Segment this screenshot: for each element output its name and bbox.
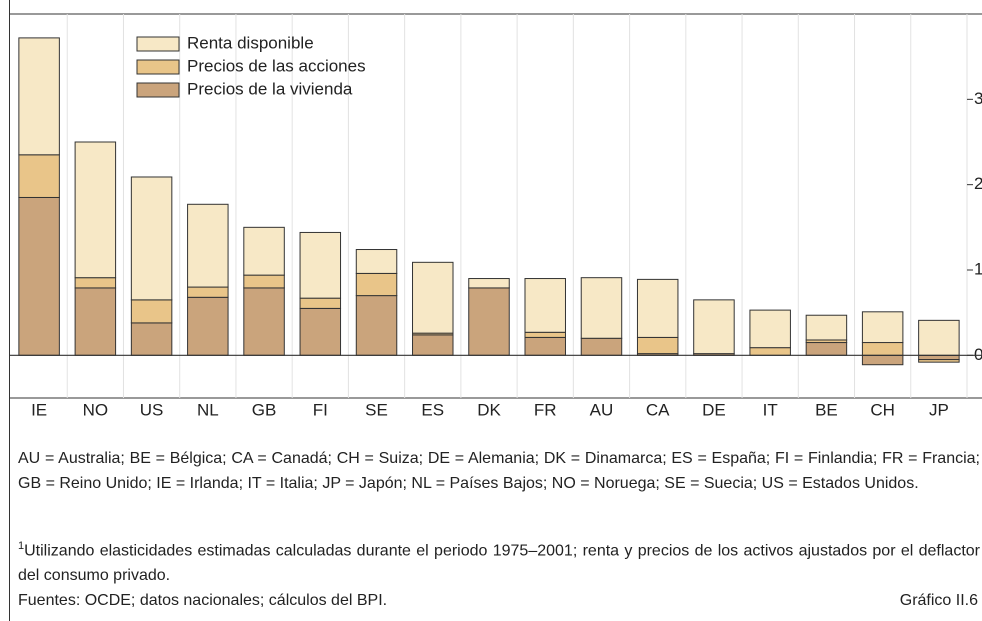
- bar-segment: [74, 277, 117, 289]
- legend-label: Precios de la vivienda: [187, 79, 353, 98]
- sources: Fuentes: OCDE; datos nacionales; cálculo…: [18, 592, 388, 609]
- bar-segment: [749, 347, 791, 356]
- x-tick-label: DK: [477, 400, 501, 419]
- bar-segment: [187, 203, 229, 288]
- bar-segment: [918, 319, 960, 356]
- bar-segment: [524, 278, 566, 333]
- bar-segment: [636, 336, 679, 355]
- bar-segment: [187, 296, 229, 356]
- legend-swatch: [136, 59, 180, 75]
- bar-segment: [918, 359, 960, 363]
- y-tick-label: 30: [974, 89, 982, 108]
- bar-segment: [749, 309, 791, 349]
- x-tick-label: IE: [31, 400, 47, 419]
- bar-segment: [693, 299, 735, 355]
- bar-segment: [412, 334, 454, 356]
- x-tick-label: ES: [421, 400, 444, 419]
- legend-label: Precios de las acciones: [187, 56, 366, 75]
- chart-id: Gráfico II.6: [899, 592, 978, 609]
- chart: 0 10 20 30 IE NO US NL GB FI SE ES DK FR AU CA DE IT BE CH J…: [9, 13, 982, 419]
- footnote-text: Utilizando elasticidades estimadas calcu…: [18, 542, 980, 585]
- bar-segment: [861, 354, 904, 366]
- left-rule: [9, 0, 10, 621]
- footnote-marker: 1: [18, 540, 25, 552]
- bar-segment: [130, 176, 173, 301]
- x-tick-label: NO: [83, 400, 109, 419]
- legend-swatch: [136, 36, 180, 52]
- bar-segment: [355, 272, 398, 297]
- bar-segment: [187, 286, 229, 298]
- bar-segment: [74, 141, 117, 279]
- bar-segment: [299, 231, 342, 299]
- bar-segment: [468, 287, 510, 356]
- bar-segment: [355, 295, 398, 356]
- bar-segment: [468, 278, 510, 289]
- footnote: 1Utilizando elasticidades estimadas calc…: [18, 534, 980, 588]
- abbreviations: AU = Australia; BE = Bélgica; CA = Canad…: [18, 450, 980, 492]
- x-tick-label: GB: [252, 400, 277, 419]
- bar-segment: [18, 154, 60, 198]
- x-tick-label: SE: [365, 400, 388, 419]
- bar-segment: [355, 249, 398, 274]
- bar-segment: [130, 299, 173, 324]
- bar-segment: [918, 354, 960, 361]
- x-tick-label: BE: [815, 400, 838, 419]
- x-tick-label: CH: [870, 400, 895, 419]
- bar-segment: [299, 297, 342, 309]
- x-tick-label: FI: [313, 400, 328, 419]
- legend-label: Renta disponible: [187, 33, 314, 52]
- bar-segment: [524, 331, 566, 338]
- bar-segment: [412, 261, 454, 334]
- x-tick-label: DE: [702, 400, 726, 419]
- source-row: Fuentes: OCDE; datos nacionales; cálculo…: [18, 592, 978, 610]
- y-tick-label: 20: [974, 174, 982, 193]
- x-tick-label: CA: [646, 400, 670, 419]
- bar-segment: [580, 277, 623, 339]
- bar-segment: [636, 278, 679, 338]
- bar-segment: [805, 342, 848, 356]
- bar-segment: [243, 287, 285, 356]
- bar-segment: [861, 342, 904, 356]
- bar-segment: [74, 287, 117, 356]
- bar-segment: [524, 336, 566, 356]
- bar-segment: [243, 226, 285, 276]
- x-tick-label: FR: [534, 400, 557, 419]
- bar-segment: [130, 322, 173, 356]
- x-tick-label: IT: [763, 400, 778, 419]
- bar-segment: [861, 311, 904, 344]
- bar-segment: [805, 314, 848, 341]
- y-tick-label: 0: [974, 345, 982, 364]
- bar-segment: [243, 274, 285, 289]
- bar-segment: [299, 307, 342, 356]
- bar-segment: [18, 37, 60, 156]
- y-tick-label: 10: [974, 259, 982, 278]
- x-tick-label: AU: [590, 400, 614, 419]
- x-tick-label: NL: [197, 400, 219, 419]
- bar-segment: [18, 196, 60, 356]
- x-tick-label: US: [140, 400, 164, 419]
- x-tick-label: JP: [929, 400, 949, 419]
- bar-segment: [580, 337, 623, 356]
- legend-swatch: [136, 82, 180, 98]
